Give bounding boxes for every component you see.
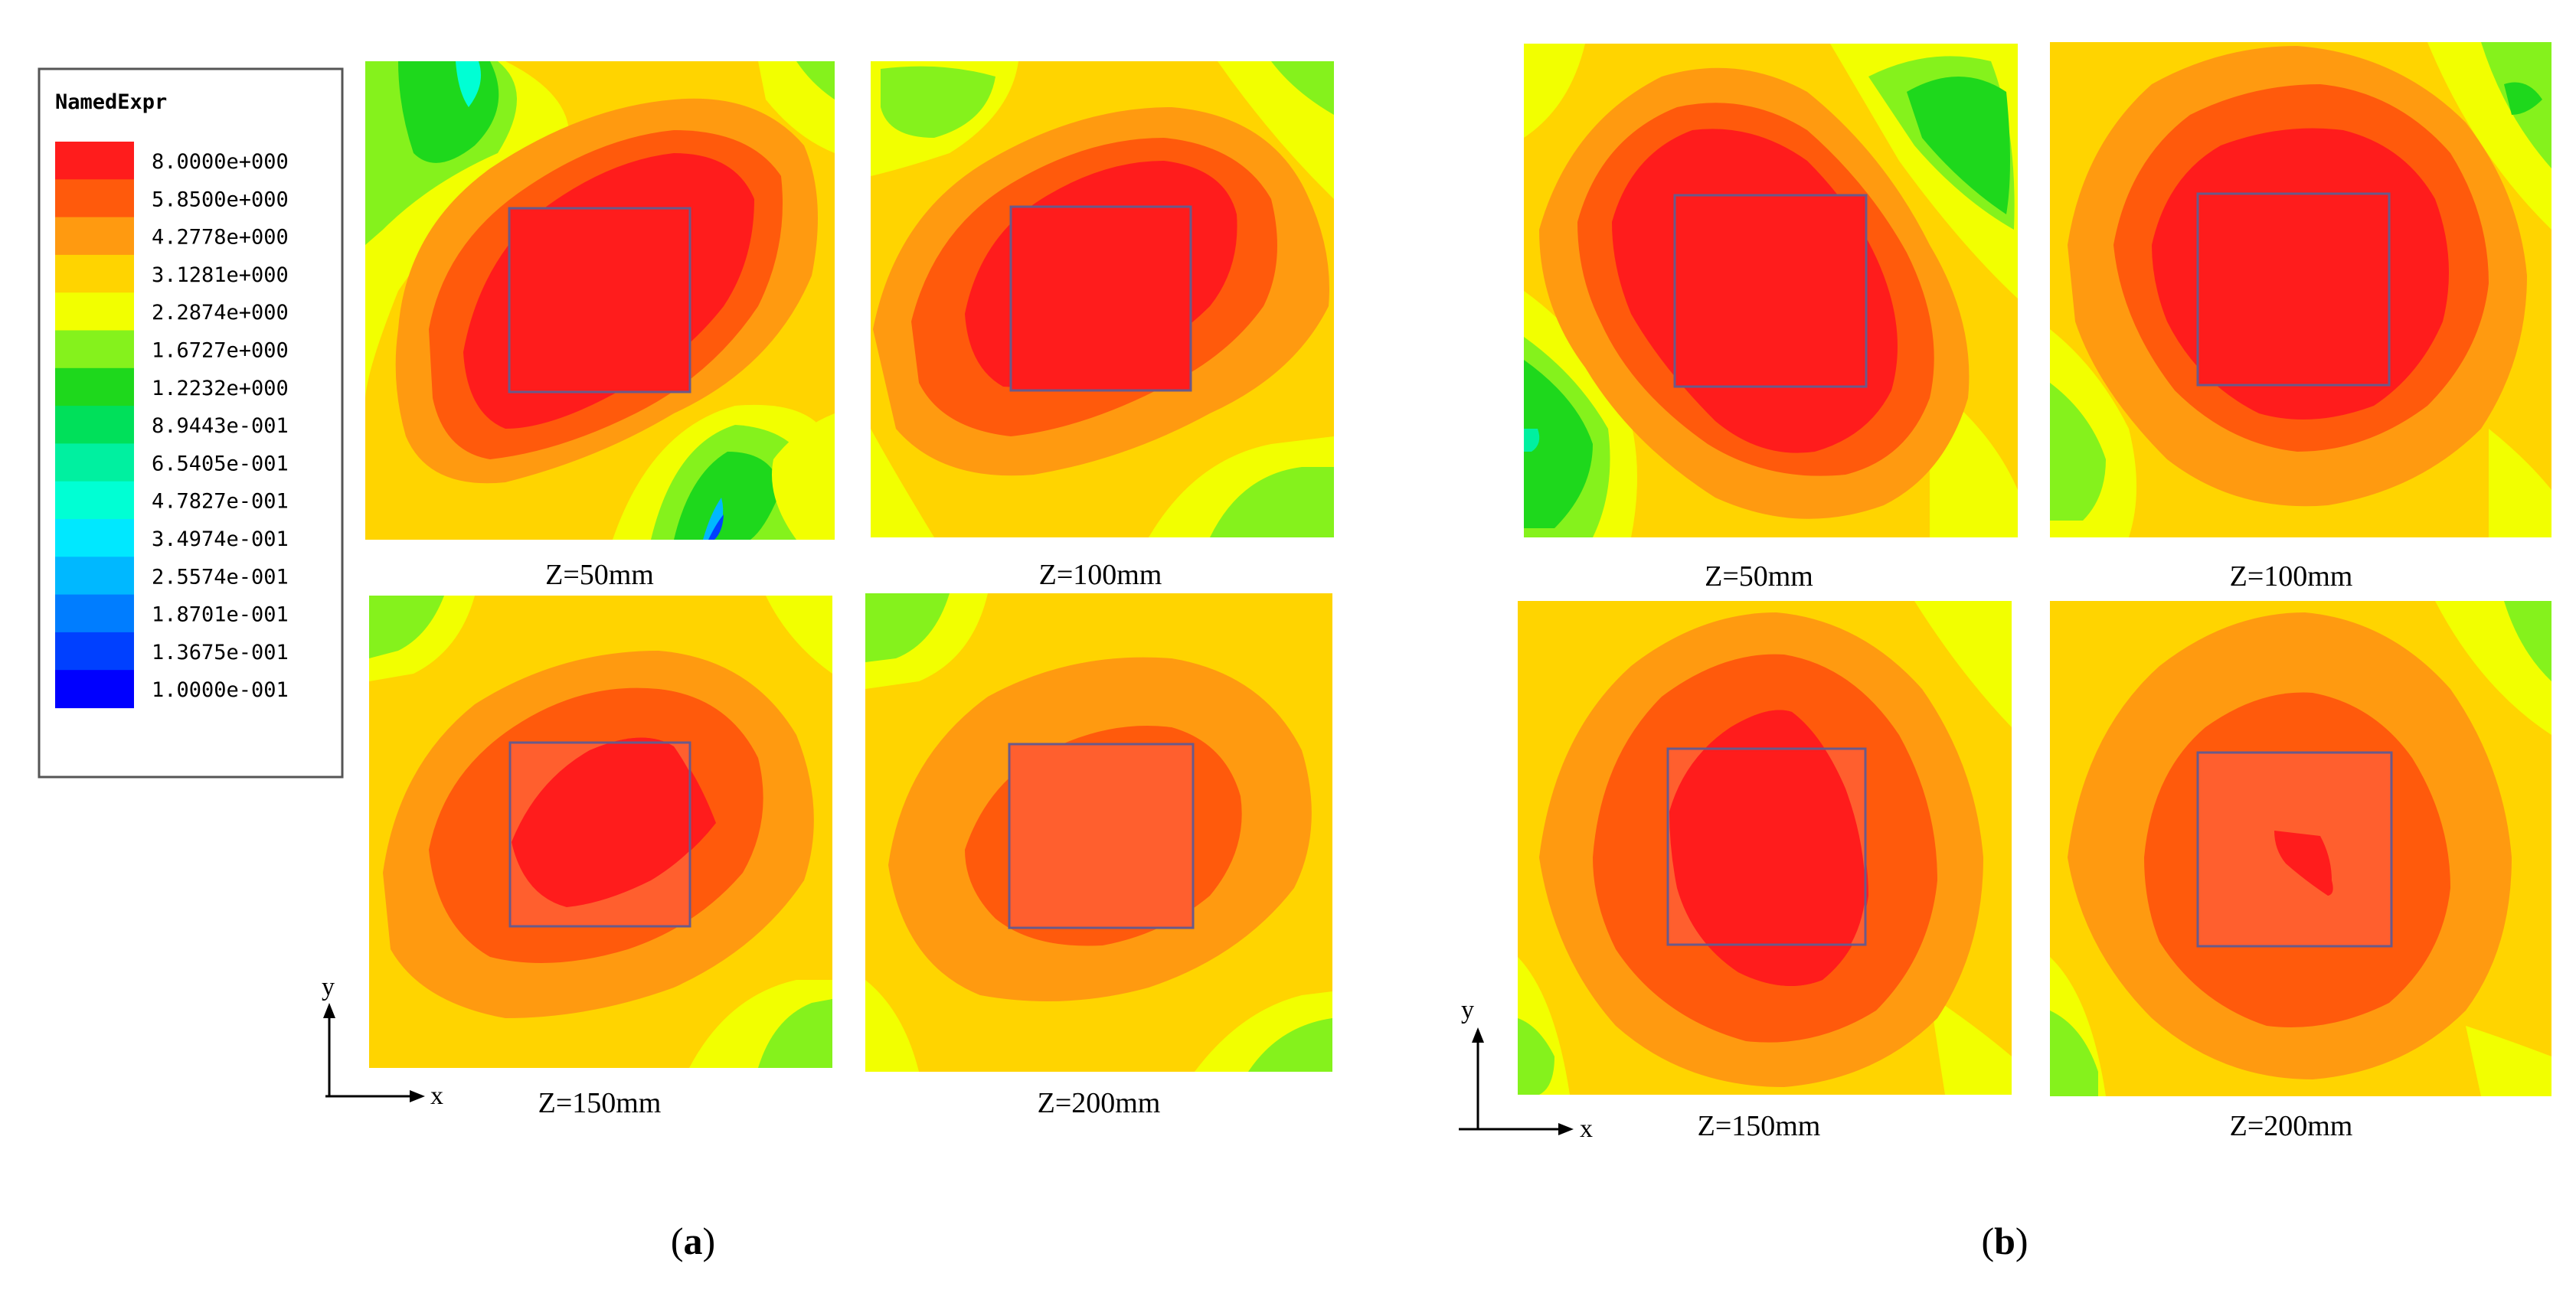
legend-title: NamedExpr	[55, 90, 167, 114]
caption-b-letter: b	[1994, 1220, 2015, 1262]
panel-label-b-z200: Z=200mm	[2230, 1110, 2353, 1142]
legend-label: 1.8701e-001	[152, 603, 289, 627]
panel-label-a-z200: Z=200mm	[1038, 1087, 1161, 1119]
axis-y-label-b: y	[1461, 996, 1474, 1024]
axis-x-label-b: x	[1580, 1115, 1593, 1143]
panel-label-a-z150: Z=150mm	[538, 1087, 662, 1119]
caption-a: (a)	[671, 1220, 715, 1262]
panel-label-b-z150: Z=150mm	[1698, 1110, 1821, 1142]
panel-label-b-z50: Z=50mm	[1705, 560, 1813, 593]
legend-swatch	[55, 217, 134, 256]
legend-label: 4.2778e+000	[152, 226, 289, 250]
caption-a-letter: a	[684, 1220, 703, 1262]
peak-region-a-z150	[512, 737, 714, 907]
legend-label: 3.4974e-001	[152, 527, 289, 551]
legend-swatch	[55, 632, 134, 671]
legend-swatch	[55, 481, 134, 520]
source-outline-a-z100	[1009, 205, 1192, 392]
legend-label: 2.2874e+000	[152, 301, 289, 325]
legend-swatch	[55, 292, 134, 331]
legend-swatches	[55, 142, 134, 709]
source-region-b-z100	[2198, 194, 2389, 385]
legend-swatch	[55, 557, 134, 596]
legend-label: 5.8500e+000	[152, 188, 289, 211]
axis-x-label-a: x	[430, 1082, 443, 1110]
color-legend: NamedExpr 8.0000e+000 5.8500e+000 4.2778e+…	[38, 67, 344, 779]
source-outline-b-z50	[1673, 194, 1868, 388]
axis-y-label-a: y	[322, 973, 335, 1001]
legend-swatch	[55, 254, 134, 293]
legend-swatch	[55, 443, 134, 482]
legend-labels: 8.0000e+000 5.8500e+000 4.2778e+000 3.1281e…	[152, 150, 289, 702]
legend-label: 1.6727e+000	[152, 339, 289, 363]
legend-swatch	[55, 367, 134, 407]
legend-swatch	[55, 179, 134, 218]
legend-swatch	[55, 519, 134, 557]
source-outline-a-z200	[1008, 743, 1195, 929]
source-region-a-z50	[509, 208, 690, 392]
legend-swatch	[55, 406, 134, 444]
legend-label: 4.7827e-001	[152, 490, 289, 514]
legend-label: 3.1281e+000	[152, 263, 289, 287]
source-region-a-z200	[1009, 744, 1193, 928]
source-region-b-z50	[1675, 195, 1866, 387]
peak-region-b-z200	[2274, 831, 2333, 896]
axis-indicator-b: y x	[1459, 996, 1593, 1143]
panel-label-a-z50: Z=50mm	[545, 559, 654, 591]
legend-label: 1.2232e+000	[152, 377, 289, 400]
legend-label: 8.0000e+000	[152, 150, 289, 174]
source-outline-b-z200	[2196, 751, 2393, 948]
legend-swatch	[55, 330, 134, 369]
legend-label: 8.9443e-001	[152, 414, 289, 438]
panel-label-b-z100: Z=100mm	[2230, 560, 2353, 593]
caption-a-open: (	[671, 1220, 684, 1262]
source-outline-b-z150	[1666, 747, 1867, 946]
axis-indicator-a: y x	[322, 973, 443, 1110]
legend-label: 2.5574e-001	[152, 565, 289, 589]
panel-group-b: Z=50mm Z=100mm	[1459, 42, 2551, 1262]
legend-label: 1.3675e-001	[152, 641, 289, 664]
caption-a-close: )	[703, 1220, 716, 1262]
peak-region-b-z150	[1669, 710, 1865, 986]
panel-label-a-z100: Z=100mm	[1039, 559, 1162, 591]
caption-b: (b)	[1981, 1220, 2028, 1262]
caption-b-open: (	[1981, 1220, 1994, 1262]
legend-label: 1.0000e-001	[152, 678, 289, 702]
source-outline-a-z50	[508, 207, 691, 393]
legend-label: 6.5405e-001	[152, 452, 289, 475]
source-region-a-z100	[1011, 207, 1191, 390]
source-outline-a-z150	[508, 741, 691, 928]
panel-group-a: Z=50mm Z=100mm	[322, 61, 1334, 1262]
legend-swatch	[55, 594, 134, 633]
legend-swatch	[55, 142, 134, 180]
caption-b-close: )	[2015, 1220, 2028, 1262]
source-outline-b-z100	[2196, 192, 2391, 387]
legend-swatch	[55, 670, 134, 709]
